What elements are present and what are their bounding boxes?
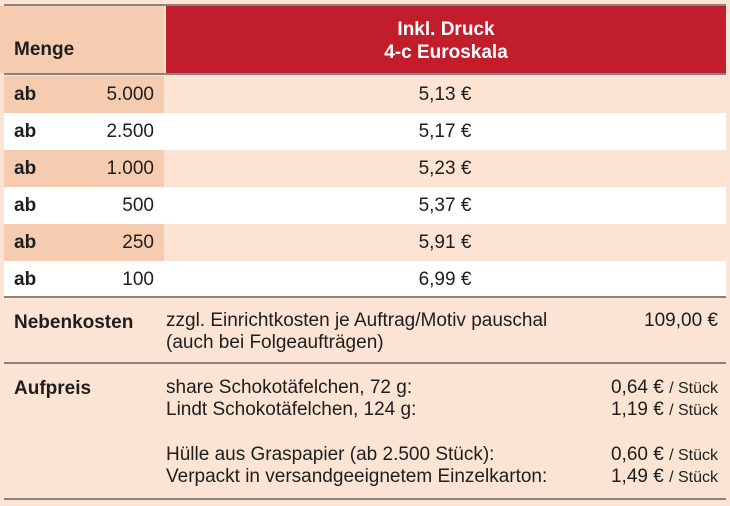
- row-lead-cell: [4, 113, 164, 150]
- aufpreis-item-price-group: 1,19 € / Stück: [611, 399, 718, 422]
- row-quantity: 2.500: [106, 121, 154, 142]
- price-row: ab 250 5,91 €: [4, 224, 726, 261]
- header-druck-cell: Inkl. Druck 4-c Euroskala: [166, 6, 726, 73]
- aufpreis-item-unit: / Stück: [669, 469, 718, 486]
- row-price: 5,13 €: [418, 84, 472, 105]
- row-price: 5,37 €: [418, 195, 472, 216]
- row-price: 5,23 €: [418, 158, 472, 179]
- row-quantity: 5.000: [106, 84, 154, 105]
- row-lead-cell: [4, 261, 164, 298]
- aufpreis-item-price: 0,60 €: [610, 444, 664, 465]
- price-row: ab 1.000 5,23 €: [4, 150, 726, 187]
- nebenkosten-price: 109,00 €: [644, 310, 718, 331]
- aufpreis-item-price: 0,64 €: [610, 377, 664, 398]
- row-quantity: 500: [122, 195, 154, 216]
- aufpreis-item-price: 1,19 €: [610, 399, 664, 420]
- row-prefix: ab: [14, 121, 37, 142]
- nebenkosten-line1: zzgl. Einrichtkosten je Auftrag/Motiv pa…: [166, 310, 548, 331]
- row-price: 5,17 €: [418, 121, 472, 142]
- aufpreis-label: Aufpreis: [14, 378, 92, 399]
- aufpreis-item-text: Hülle aus Graspapier (ab 2.500 Stück):: [166, 444, 495, 465]
- nebenkosten-bottom-rule: [4, 362, 726, 364]
- nebenkosten-line2: (auch bei Folgeaufträgen): [166, 332, 384, 353]
- aufpreis-item-price-group: 1,49 € / Stück: [611, 466, 718, 489]
- row-price: 5,91 €: [418, 232, 472, 253]
- row-prefix: ab: [14, 195, 37, 216]
- aufpreis-item-text: share Schokotäfelchen, 72 g:: [166, 377, 413, 398]
- druck-line1: Inkl. Druck: [397, 19, 495, 40]
- nebenkosten-label: Nebenkosten: [14, 312, 134, 333]
- aufpreis-item-price: 1,49 €: [610, 466, 664, 487]
- row-lead-cell: [4, 150, 164, 187]
- row-prefix: ab: [14, 158, 37, 179]
- aufpreis-item-unit: / Stück: [669, 402, 718, 419]
- row-lead-cell: [4, 224, 164, 261]
- druck-line2: 4-c Euroskala: [384, 42, 508, 63]
- price-row: ab 2.500 5,17 €: [4, 113, 726, 150]
- header-menge-cell: Menge: [0, 6, 164, 73]
- aufpreis-item-unit: / Stück: [669, 380, 718, 397]
- row-quantity: 100: [122, 269, 154, 290]
- aufpreis-item-text: Verpackt in versandgeeignetem Einzelkart…: [166, 466, 548, 487]
- price-row: ab 500 5,37 €: [4, 187, 726, 224]
- row-prefix: ab: [14, 269, 37, 290]
- aufpreis-item-price-group: 0,64 € / Stück: [611, 377, 718, 400]
- price-row: ab 5.000 5,13 €: [4, 76, 726, 113]
- row-lead-cell: [4, 187, 164, 224]
- aufpreis-item-unit: / Stück: [669, 447, 718, 464]
- aufpreis-item-price-group: 0,60 € / Stück: [611, 444, 718, 467]
- row-prefix: ab: [14, 232, 37, 253]
- row-quantity: 1.000: [106, 158, 154, 179]
- row-lead-cell: [4, 76, 164, 113]
- row-price: 6,99 €: [418, 269, 472, 290]
- aufpreis-item-text: Lindt Schokotäfelchen, 124 g:: [166, 399, 417, 420]
- top-rule: [4, 4, 726, 6]
- menge-label: Menge: [14, 39, 75, 60]
- row-quantity: 250: [122, 232, 154, 253]
- price-row: ab 100 6,99 €: [4, 261, 726, 298]
- row-prefix: ab: [14, 84, 37, 105]
- header-rule: [4, 73, 726, 75]
- rows-bottom-rule: [4, 296, 726, 298]
- bottom-rule: [4, 498, 726, 500]
